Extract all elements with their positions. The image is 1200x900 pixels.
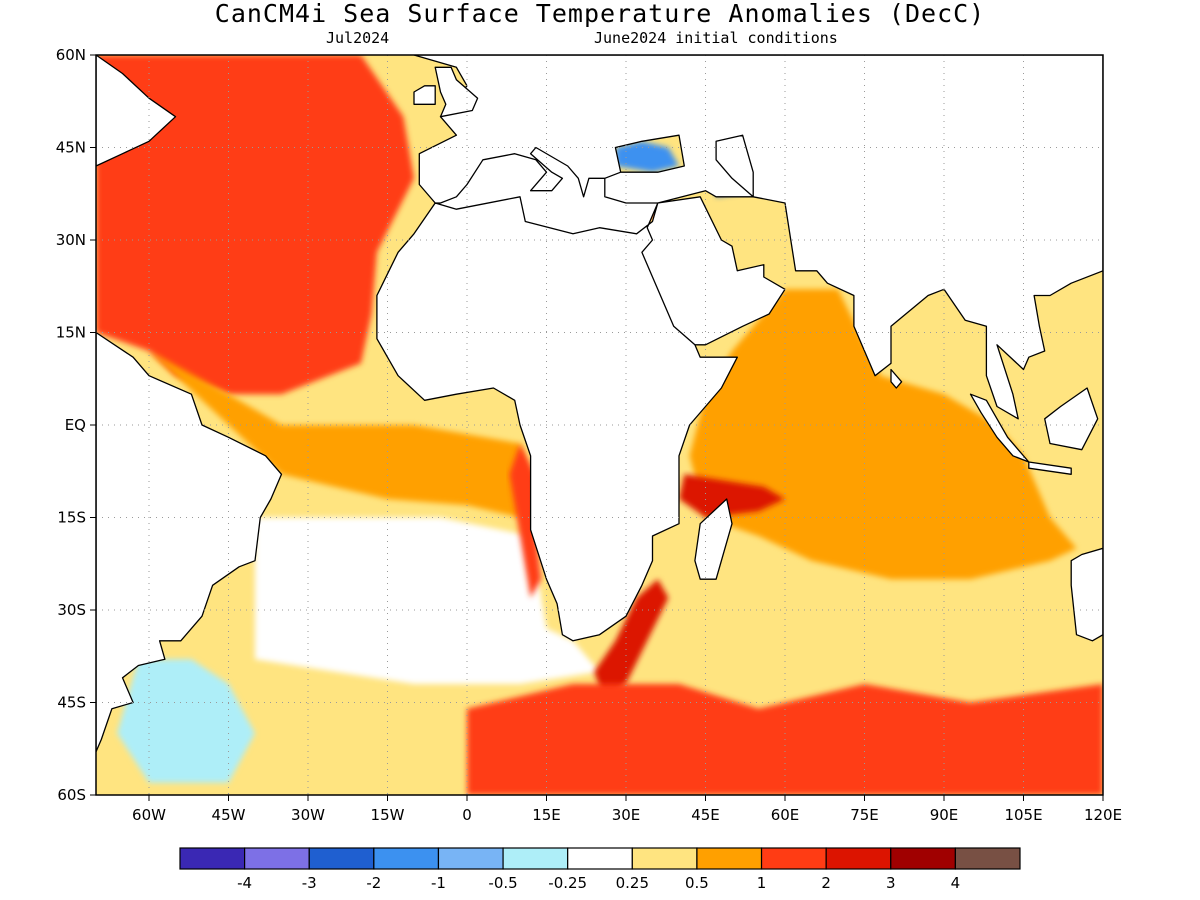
region-tropical-atlantic-warm (149, 351, 531, 518)
colorbar-swatch (308, 847, 375, 870)
colorbar-label: 2 (821, 874, 831, 892)
x-tick-label: 45E (691, 806, 720, 824)
region-indian-ocean-warm (689, 289, 1077, 580)
colorbar-label: 3 (886, 874, 896, 892)
y-tick-label: 15S (57, 509, 86, 527)
landmass-britain (434, 66, 479, 118)
initial-conditions-label: June2024 initial conditions (594, 29, 838, 47)
x-tick-label: 30W (291, 806, 325, 824)
region-southwest-atlantic-cool (117, 659, 255, 783)
coastlines (96, 55, 1103, 753)
colorbar-label: -3 (302, 874, 317, 892)
x-tick-label: 15W (371, 806, 405, 824)
landmass-americas (96, 55, 177, 167)
landmass-americas_south (96, 331, 283, 753)
axis-labels: 60W 45W 30W 15W 0 15E 30E 45E 60E 75E 90E 105E 120E 6… (56, 46, 1122, 824)
colorbar-label: 0.25 (616, 874, 649, 892)
colorbar-label: -0.25 (548, 874, 587, 892)
y-tick-label: 30S (57, 601, 86, 619)
colorbar-label: 0.5 (685, 874, 709, 892)
colorbar-label: 4 (951, 874, 961, 892)
colorbar-swatch (760, 847, 827, 870)
y-tick-label: 45S (57, 694, 86, 712)
colorbar-label: 1 (757, 874, 767, 892)
y-tick-label: 60N (56, 46, 86, 64)
x-tick-label: 45W (212, 806, 246, 824)
y-tick-label: 15N (56, 324, 86, 342)
x-tick-label: 75E (850, 806, 879, 824)
region-mozambique-channel-warm (679, 474, 785, 518)
landmass-africa_eurasia (376, 55, 1103, 642)
map-title: CanCM4i Sea Surface Temperature Anomalie… (214, 0, 986, 28)
landmass-madagascar (694, 498, 733, 580)
region-agulhas-warm (594, 579, 669, 703)
colorbar-label: -4 (237, 874, 252, 892)
x-tick-label: 60W (132, 806, 166, 824)
x-tick-label: 0 (462, 806, 472, 824)
landmass-java (1028, 461, 1072, 475)
y-tick-label: EQ (65, 416, 86, 434)
x-tick-label: 105E (1004, 806, 1042, 824)
colorbar-label: -2 (366, 874, 381, 892)
colorbar: -4 -3 -2 -1 -0.5 -0.25 0.25 0.5 1 2 3 4 (179, 847, 1021, 892)
colorbar-swatch (954, 847, 1021, 870)
colorbar-swatch (244, 847, 310, 870)
colorbar-label: -0.5 (488, 874, 517, 892)
colorbar-swatch (567, 847, 633, 870)
x-tick-label: 120E (1084, 806, 1122, 824)
region-north-atlantic-warm (96, 55, 414, 395)
landmass-sumatra (969, 393, 1030, 463)
x-tick-label: 60E (771, 806, 800, 824)
landmass-australia (1070, 547, 1103, 642)
region-black-sea-cool (615, 141, 679, 173)
region-south-atlantic-neutral (255, 517, 600, 684)
x-tick-label: 90E (930, 806, 959, 824)
landmass-ireland (413, 85, 436, 105)
colorbar-swatch (179, 847, 246, 870)
colorbar-swatch (437, 847, 504, 870)
colorbar-label: -1 (431, 874, 446, 892)
y-tick-label: 60S (57, 786, 86, 804)
colorbar-swatch (696, 847, 763, 870)
y-tick-label: 45N (56, 139, 86, 157)
colorbar-swatch (502, 847, 569, 870)
x-tick-label: 15E (532, 806, 561, 824)
landmass-borneo (1044, 387, 1099, 451)
colorbar-swatch (631, 847, 698, 870)
colorbar-swatch (373, 847, 440, 870)
forecast-month: Jul2024 (326, 29, 390, 47)
colorbar-swatch (825, 847, 892, 870)
y-tick-label: 30N (56, 231, 86, 249)
x-tick-label: 30E (612, 806, 641, 824)
landmass-sri-lanka (890, 368, 903, 389)
colorbar-swatch (890, 847, 956, 870)
